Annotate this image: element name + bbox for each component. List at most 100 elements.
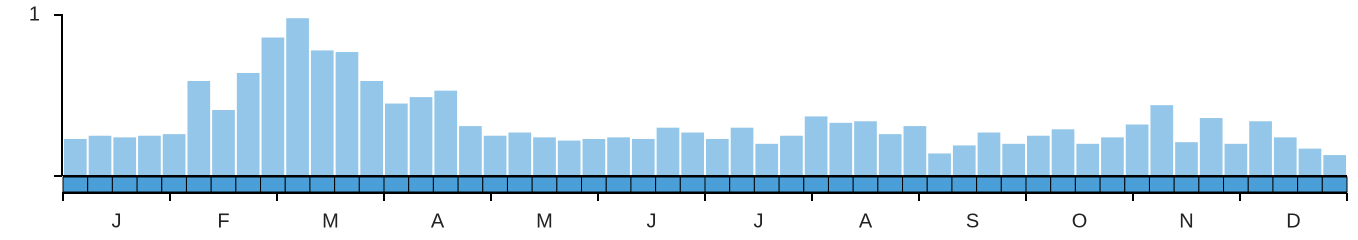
week-cell (87, 176, 113, 193)
bar (385, 103, 408, 176)
bar (483, 135, 507, 176)
week-cell (1025, 176, 1052, 193)
y-tick-label: 1 (29, 3, 40, 25)
month-label: M (322, 210, 339, 232)
week-cell (803, 176, 829, 193)
week-cell (506, 176, 533, 193)
bar (310, 50, 334, 176)
week-cell (235, 176, 262, 193)
week-cell (951, 176, 978, 193)
bar (804, 116, 828, 176)
week-cell (185, 176, 212, 193)
week-cell (778, 176, 805, 193)
bar (656, 127, 680, 176)
bar (1150, 105, 1174, 176)
week-cell (210, 176, 237, 193)
week-cell (902, 176, 928, 193)
bar (1273, 137, 1297, 176)
week-cell (1050, 176, 1076, 193)
bar (1051, 129, 1075, 176)
bar (780, 135, 803, 176)
bar (88, 135, 112, 176)
bar (1224, 143, 1248, 176)
bar (508, 132, 532, 176)
bar (854, 121, 877, 176)
bar (1076, 143, 1100, 176)
bar (928, 153, 951, 176)
week-cell (358, 176, 385, 193)
week-cell (1124, 176, 1150, 193)
bar (1298, 148, 1322, 176)
week-cell (753, 176, 780, 193)
bar (1323, 155, 1346, 176)
week-cell (309, 176, 336, 193)
week-cell (1198, 176, 1225, 193)
week-cell (852, 176, 879, 193)
week-cell (679, 176, 706, 193)
week-cell (827, 176, 854, 193)
bar (557, 140, 581, 176)
bar (434, 90, 458, 176)
month-label: J (754, 210, 764, 232)
bar (706, 138, 729, 176)
bar (187, 81, 211, 176)
bar (631, 138, 655, 176)
bar (582, 138, 606, 176)
bar (459, 126, 482, 176)
bar (212, 109, 235, 176)
month-label: D (1286, 210, 1300, 232)
month-label: O (1072, 210, 1088, 232)
week-cell (1148, 176, 1175, 193)
month-label: A (859, 210, 873, 232)
week-cell (383, 176, 410, 193)
bar (878, 134, 902, 176)
bar (1101, 137, 1124, 176)
week-cell (630, 176, 657, 193)
week-cell (704, 176, 731, 193)
week-cell (284, 176, 311, 193)
week-cell (729, 176, 755, 193)
bar (730, 127, 754, 176)
week-cell (556, 176, 583, 193)
month-label: S (966, 210, 979, 232)
week-cell (161, 176, 187, 193)
bar (533, 137, 556, 176)
week-cell (605, 176, 632, 193)
month-label: N (1179, 210, 1193, 232)
bar (829, 122, 853, 176)
bar (360, 81, 383, 176)
week-cell (1297, 176, 1323, 193)
bar (409, 97, 433, 176)
week-cell (482, 176, 508, 193)
bar (952, 145, 976, 176)
bar (113, 137, 137, 176)
bar (681, 132, 704, 176)
week-cell (457, 176, 484, 193)
week-cell (926, 176, 953, 193)
bar (138, 135, 161, 176)
bar (335, 52, 359, 176)
week-cell (260, 176, 286, 193)
week-cell (1272, 176, 1299, 193)
bar (1002, 143, 1025, 176)
week-cell (111, 176, 138, 193)
week-cell (136, 176, 163, 193)
bar (1027, 135, 1050, 176)
week-cell (531, 176, 558, 193)
week-cell (432, 176, 459, 193)
bar (1125, 124, 1149, 176)
week-cell (1074, 176, 1101, 193)
week-cell (408, 176, 434, 193)
bar (903, 126, 927, 176)
bar (607, 137, 630, 176)
week-cell (1247, 176, 1274, 193)
bar (286, 18, 309, 176)
bar (162, 134, 186, 176)
bar (755, 143, 779, 176)
bar (261, 37, 285, 176)
week-cell (1223, 176, 1249, 193)
bar (236, 72, 260, 176)
week-cell (1099, 176, 1126, 193)
week-cell (581, 176, 607, 193)
